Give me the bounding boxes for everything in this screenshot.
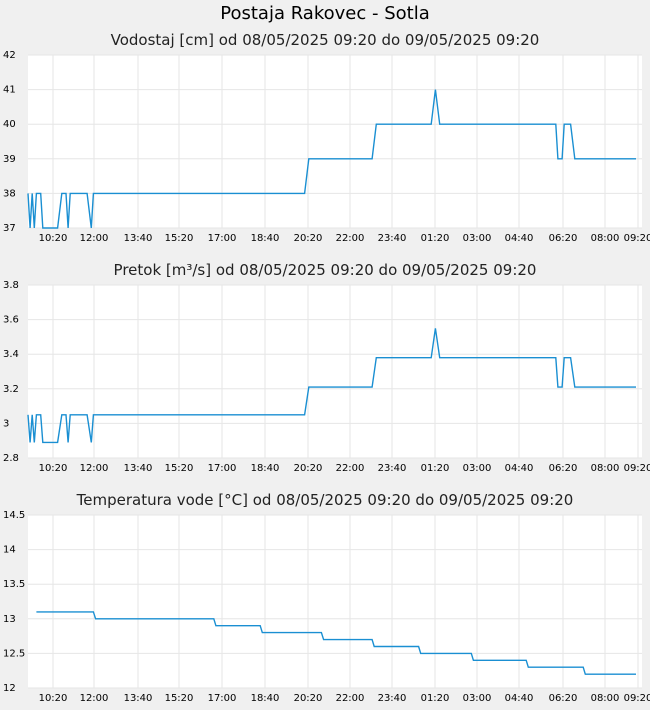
plot-area [28,55,642,228]
x-tick-label: 06:20 [549,233,578,244]
x-tick-label: 18:40 [251,693,280,704]
chart-panel-1: 37 38 39 40 41 42 10:20 12:00 13:40 15:20 17:00 18:… [3,31,650,244]
x-tick-label: 10:20 [39,233,68,244]
page-title: Postaja Rakovec - Sotla [220,3,430,24]
x-tick-label: 10:20 [39,693,68,704]
chart-title: Vodostaj [cm] od 08/05/2025 09:20 do 09/… [111,31,540,49]
x-tick-label: 09:20 [624,233,650,244]
x-tick-label: 23:40 [378,693,407,704]
x-tick-label: 13:40 [124,233,153,244]
y-tick-label: 3.8 [3,280,19,291]
x-tick-label: 17:00 [208,463,237,474]
x-tick-label: 06:20 [549,693,578,704]
x-tick-label: 13:40 [124,463,153,474]
x-tick-label: 01:20 [421,693,450,704]
x-tick-label: 12:00 [80,463,109,474]
x-tick-label: 09:20 [624,693,650,704]
x-tick-label: 15:20 [165,693,194,704]
x-tick-label: 22:00 [336,463,365,474]
y-tick-label: 13 [3,614,16,625]
y-tick-label: 2.8 [3,453,19,464]
x-tick-label: 12:00 [80,693,109,704]
x-tick-label: 10:20 [39,463,68,474]
x-tick-label: 03:00 [463,693,492,704]
y-tick-label: 14.5 [3,510,25,521]
x-tick-label: 15:20 [165,233,194,244]
x-tick-label: 04:40 [505,463,534,474]
x-tick-label: 08:00 [591,463,620,474]
series-line [27,328,636,444]
series-line [36,611,636,675]
y-tick-label: 40 [3,119,16,130]
x-tick-label: 23:40 [378,233,407,244]
y-tick-label: 3.6 [3,315,19,326]
x-tick-label: 15:20 [165,463,194,474]
y-tick-label: 3 [3,418,9,429]
chart-title: Pretok [m³/s] od 08/05/2025 09:20 do 09/… [114,261,537,279]
x-tick-label: 08:00 [591,693,620,704]
x-tick-label: 22:00 [336,693,365,704]
x-tick-label: 08:00 [591,233,620,244]
y-tick-label: 42 [3,50,16,61]
series-line [27,89,636,229]
chart-title: Temperatura vode [°C] od 08/05/2025 09:2… [76,491,574,509]
x-tick-label: 01:20 [421,233,450,244]
x-tick-label: 20:20 [294,233,323,244]
x-tick-label: 18:40 [251,233,280,244]
x-tick-label: 17:00 [208,233,237,244]
x-tick-label: 04:40 [505,693,534,704]
y-tick-label: 12 [3,683,16,694]
x-tick-label: 04:40 [505,233,534,244]
x-tick-label: 06:20 [549,463,578,474]
y-tick-label: 41 [3,85,16,96]
x-tick-label: 03:00 [463,463,492,474]
plot-area [28,285,642,458]
x-tick-label: 09:20 [624,463,650,474]
chart-panel-2: 2.8 3 3.2 3.4 3.6 3.8 10:20 12:00 13:40 15:20 17:0… [3,261,650,474]
x-tick-label: 20:20 [294,463,323,474]
y-tick-label: 13.5 [3,579,25,590]
x-tick-label: 22:00 [336,233,365,244]
x-tick-label: 03:00 [463,233,492,244]
y-tick-label: 37 [3,223,16,234]
x-tick-label: 18:40 [251,463,280,474]
y-tick-label: 12.5 [3,648,25,659]
x-tick-label: 13:40 [124,693,153,704]
plot-area [28,515,642,688]
y-tick-label: 3.4 [3,349,19,360]
y-tick-label: 3.2 [3,384,19,395]
y-tick-label: 14 [3,545,16,556]
x-tick-label: 01:20 [421,463,450,474]
y-tick-label: 39 [3,154,16,165]
chart-panel-3: 12 12.5 13 13.5 14 14.5 10:20 12:00 13:40 15:20 17… [3,491,650,704]
x-tick-label: 23:40 [378,463,407,474]
x-tick-label: 20:20 [294,693,323,704]
y-tick-label: 38 [3,188,16,199]
x-tick-label: 17:00 [208,693,237,704]
x-tick-label: 12:00 [80,233,109,244]
